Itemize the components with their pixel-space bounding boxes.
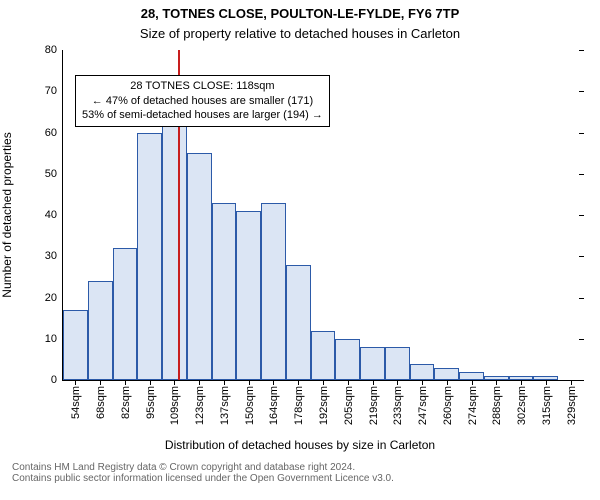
y-tick-label: 60 (45, 127, 63, 139)
histogram-bar (360, 347, 385, 380)
histogram-bar (434, 368, 459, 380)
chart-title: 28, TOTNES CLOSE, POULTON-LE-FYLDE, FY6 … (0, 6, 600, 21)
y-tick-mark (579, 50, 584, 51)
y-tick-label: 50 (45, 168, 63, 180)
x-tick-label: 95sqm (145, 386, 157, 419)
y-tick-label: 40 (45, 209, 63, 221)
x-tick-mark (125, 380, 126, 385)
x-tick-mark (397, 380, 398, 385)
annotation-line: 53% of semi-detached houses are larger (… (82, 108, 323, 123)
x-tick-mark (571, 380, 572, 385)
histogram-bar (113, 248, 138, 380)
y-tick-mark (579, 91, 584, 92)
y-tick-mark (579, 133, 584, 134)
x-tick-mark (348, 380, 349, 385)
x-tick-mark (323, 380, 324, 385)
y-tick-label: 10 (45, 333, 63, 345)
y-tick-mark (579, 256, 584, 257)
x-tick-mark (422, 380, 423, 385)
x-tick-label: 302sqm (516, 386, 528, 425)
annotation-line: 28 TOTNES CLOSE: 118sqm (82, 79, 323, 94)
y-tick-mark (579, 215, 584, 216)
x-tick-mark (472, 380, 473, 385)
x-tick-mark (75, 380, 76, 385)
x-tick-label: 150sqm (244, 386, 256, 425)
x-tick-label: 164sqm (268, 386, 280, 425)
x-tick-mark (249, 380, 250, 385)
x-tick-mark (496, 380, 497, 385)
y-tick-label: 30 (45, 250, 63, 262)
x-tick-label: 137sqm (219, 386, 231, 425)
annotation-box: 28 TOTNES CLOSE: 118sqm← 47% of detached… (75, 75, 330, 128)
histogram-bar (137, 133, 162, 381)
annotation-line: ← 47% of detached houses are smaller (17… (82, 94, 323, 109)
x-tick-label: 260sqm (442, 386, 454, 425)
y-tick-label: 70 (45, 85, 63, 97)
x-tick-mark (199, 380, 200, 385)
x-tick-label: 315sqm (541, 386, 553, 425)
footer: Contains HM Land Registry data © Crown c… (12, 462, 600, 484)
y-tick-label: 80 (45, 44, 63, 56)
x-tick-mark (546, 380, 547, 385)
histogram-bar (212, 203, 237, 380)
x-tick-mark (100, 380, 101, 385)
histogram-bar (385, 347, 410, 380)
footer-line-1: Contains HM Land Registry data © Crown c… (12, 462, 600, 473)
histogram-bar (187, 153, 212, 380)
x-tick-label: 123sqm (194, 386, 206, 425)
y-tick-mark (579, 174, 584, 175)
chart-subtitle: Size of property relative to detached ho… (0, 26, 600, 41)
x-tick-mark (298, 380, 299, 385)
footer-line-2: Contains public sector information licen… (12, 473, 600, 484)
x-tick-label: 178sqm (293, 386, 305, 425)
histogram-bar (410, 364, 435, 381)
x-tick-label: 274sqm (467, 386, 479, 425)
histogram-bar (63, 310, 88, 380)
x-tick-label: 54sqm (70, 386, 82, 419)
chart-container: 28, TOTNES CLOSE, POULTON-LE-FYLDE, FY6 … (0, 0, 600, 500)
x-axis-label: Distribution of detached houses by size … (0, 438, 600, 452)
histogram-bar (335, 339, 360, 380)
y-tick-label: 0 (51, 374, 63, 386)
x-tick-label: 109sqm (169, 386, 181, 425)
x-tick-mark (273, 380, 274, 385)
x-tick-label: 233sqm (392, 386, 404, 425)
x-tick-mark (521, 380, 522, 385)
y-tick-mark (579, 339, 584, 340)
y-axis-label: Number of detached properties (0, 132, 14, 297)
x-tick-mark (373, 380, 374, 385)
histogram-bar (236, 211, 261, 380)
x-tick-label: 68sqm (95, 386, 107, 419)
x-tick-mark (174, 380, 175, 385)
x-tick-label: 82sqm (120, 386, 132, 419)
plot-area: 0102030405060708054sqm68sqm82sqm95sqm109… (62, 50, 583, 381)
y-tick-mark (579, 298, 584, 299)
histogram-bar (162, 124, 187, 380)
histogram-bar (311, 331, 336, 381)
x-tick-label: 288sqm (491, 386, 503, 425)
x-tick-label: 329sqm (566, 386, 578, 425)
histogram-bar (286, 265, 311, 381)
x-tick-mark (447, 380, 448, 385)
x-tick-label: 192sqm (318, 386, 330, 425)
x-tick-mark (224, 380, 225, 385)
x-tick-mark (150, 380, 151, 385)
y-tick-mark (579, 380, 584, 381)
x-tick-label: 205sqm (343, 386, 355, 425)
x-tick-label: 219sqm (368, 386, 380, 425)
histogram-bar (261, 203, 286, 380)
histogram-bar (88, 281, 113, 380)
x-tick-label: 247sqm (417, 386, 429, 425)
y-tick-label: 20 (45, 292, 63, 304)
histogram-bar (459, 372, 484, 380)
